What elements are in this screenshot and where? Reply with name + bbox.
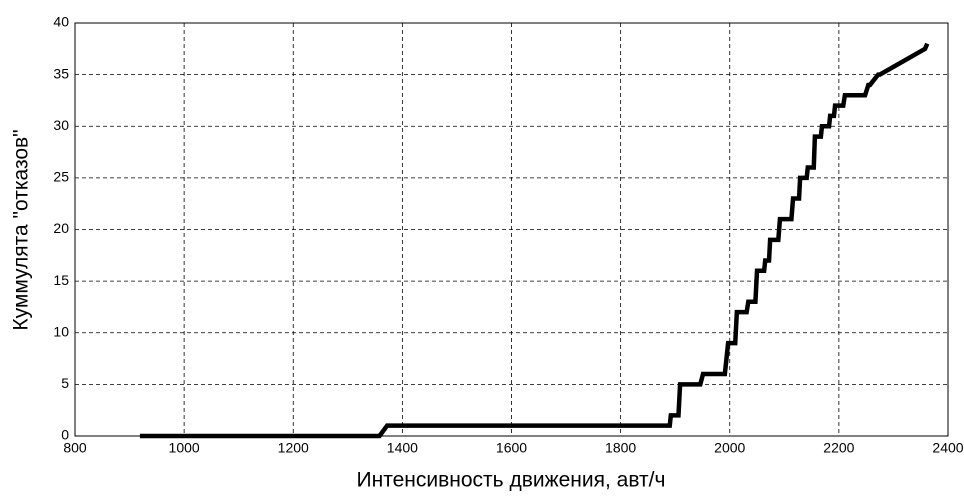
- y-tick-label: 5: [61, 375, 69, 391]
- x-tick-label: 2400: [932, 440, 963, 456]
- x-tick-label: 1600: [496, 440, 527, 456]
- y-tick-label: 15: [53, 272, 69, 288]
- x-tick-label: 1800: [605, 440, 636, 456]
- y-tick-label: 0: [61, 427, 69, 443]
- y-tick-label: 25: [53, 169, 69, 185]
- y-tick-label: 35: [53, 65, 69, 81]
- y-axis-label: Куммулята "отказов": [10, 129, 33, 330]
- x-tick-label: 1400: [387, 440, 418, 456]
- y-tick-label: 10: [53, 323, 69, 339]
- x-tick-label: 2200: [823, 440, 854, 456]
- x-tick-label: 800: [63, 440, 87, 456]
- y-tick-label: 30: [53, 117, 69, 133]
- x-axis-label: Интенсивность движения, авт/ч: [357, 469, 666, 492]
- x-tick-label: 2000: [714, 440, 745, 456]
- plot-frame: [74, 22, 949, 437]
- y-tick-label: 20: [53, 220, 69, 236]
- y-tick-label: 40: [53, 14, 69, 30]
- x-tick-label: 1000: [169, 440, 200, 456]
- data-line: [139, 42, 930, 439]
- x-tick-label: 1200: [278, 440, 309, 456]
